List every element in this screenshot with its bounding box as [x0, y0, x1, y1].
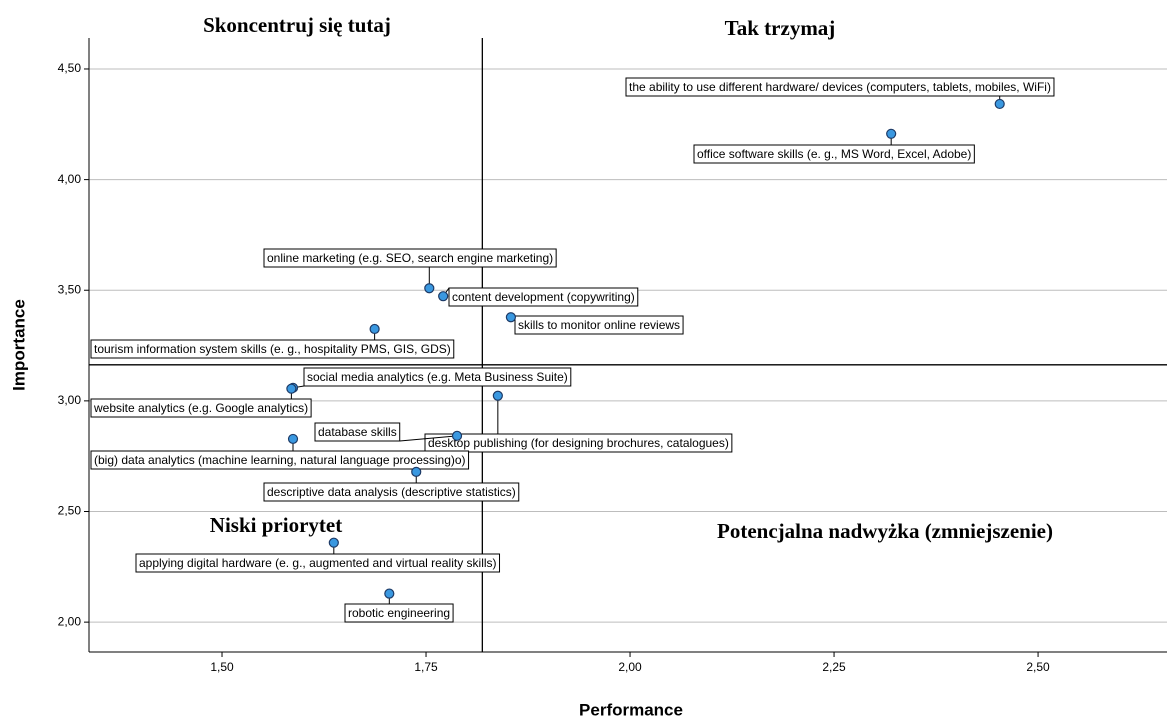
- y-tick-label: 3,00: [58, 393, 82, 407]
- point: [287, 433, 299, 445]
- point-label-text: descriptive data analysis (descriptive s…: [267, 485, 516, 499]
- label-box: [693, 144, 975, 164]
- point-label-text: social media analytics (e.g. Meta Busine…: [307, 370, 568, 384]
- point: [286, 383, 297, 394]
- point-label-text: robotic engineering: [348, 606, 450, 620]
- label-layer: the ability to use different hardware/ d…: [90, 77, 1055, 623]
- point: [384, 588, 395, 599]
- point-label-text: (big) data analytics (machine learning, …: [94, 453, 466, 467]
- point-label: applying digital hardware (e. g., augmen…: [135, 553, 501, 573]
- point-label-text: website analytics (e.g. Google analytics…: [93, 401, 308, 415]
- point-label-text: content development (copywriting): [452, 290, 635, 304]
- point-label: database skills: [314, 422, 401, 442]
- point-label: desktop publishing (for designing brochu…: [424, 433, 733, 453]
- x-axis-title: Performance: [579, 700, 683, 719]
- label-box: [514, 315, 684, 335]
- leader-line: [399, 435, 458, 442]
- label-box: [303, 367, 572, 387]
- point: [886, 128, 897, 139]
- point-label: content development (copywriting): [448, 287, 639, 307]
- point-label-text: office software skills (e. g., MS Word, …: [697, 147, 971, 161]
- point-label: the ability to use different hardware/ d…: [625, 77, 1055, 97]
- y-tick-label: 3,50: [58, 282, 82, 296]
- point-label-text: desktop publishing (for designing brochu…: [428, 436, 729, 450]
- y-tick-label: 2,50: [58, 504, 82, 518]
- x-tick-label: 2,25: [822, 660, 846, 674]
- label-box: [263, 248, 557, 268]
- point-label-text: skills to monitor online reviews: [518, 318, 680, 332]
- point-label-text: database skills: [318, 425, 397, 439]
- point-label: website analytics (e.g. Google analytics…: [90, 398, 312, 418]
- quadrant-label: Skoncentruj się tutaj: [203, 13, 391, 37]
- point-layer: [286, 98, 1005, 599]
- point-label: robotic engineering: [344, 603, 454, 623]
- point: [994, 98, 1005, 110]
- point: [411, 466, 422, 477]
- point: [505, 312, 516, 323]
- quadrant-label: Niski priorytet: [210, 513, 342, 537]
- label-box: [90, 398, 312, 418]
- label-box: [314, 422, 401, 442]
- label-box: [90, 339, 455, 359]
- point-label-text: online marketing (e.g. SEO, search engin…: [267, 251, 553, 265]
- y-tick-label: 2,00: [58, 614, 82, 628]
- x-tick-label: 2,00: [618, 660, 642, 674]
- point: [328, 537, 339, 548]
- x-tick-label: 1,75: [414, 660, 438, 674]
- point-label-text: tourism information system skills (e. g.…: [94, 342, 451, 356]
- y-axis-title: Importance: [9, 299, 28, 391]
- x-tick-label: 2,50: [1026, 660, 1050, 674]
- point: [369, 323, 380, 335]
- label-box: [625, 77, 1055, 97]
- point-label: descriptive data analysis (descriptive s…: [263, 482, 520, 502]
- point: [424, 283, 435, 294]
- label-box: [135, 553, 501, 573]
- point-label: (big) data analytics (machine learning, …: [90, 450, 470, 470]
- point-label: tourism information system skills (e. g.…: [90, 339, 455, 359]
- y-tick-label: 4,00: [58, 172, 82, 186]
- label-box: [448, 287, 639, 307]
- quadrant-label: Tak trzymaj: [725, 16, 836, 40]
- point: [438, 291, 449, 302]
- point: [492, 390, 503, 401]
- point-label: office software skills (e. g., MS Word, …: [693, 144, 975, 164]
- label-box: [344, 603, 454, 623]
- point-label-text: applying digital hardware (e. g., augmen…: [139, 556, 497, 570]
- point-label: skills to monitor online reviews: [514, 315, 684, 335]
- label-box: [90, 450, 470, 470]
- point-label-text: the ability to use different hardware/ d…: [629, 80, 1051, 94]
- y-tick-label: 4,50: [58, 61, 82, 75]
- quadrant-label: Potencjalna nadwyżka (zmniejszenie): [717, 519, 1053, 543]
- x-tick-label: 1,50: [210, 660, 234, 674]
- point-label: online marketing (e.g. SEO, search engin…: [263, 248, 557, 268]
- label-box: [424, 433, 733, 453]
- point: [451, 430, 463, 441]
- point-label: social media analytics (e.g. Meta Busine…: [303, 367, 572, 387]
- label-box: [263, 482, 520, 502]
